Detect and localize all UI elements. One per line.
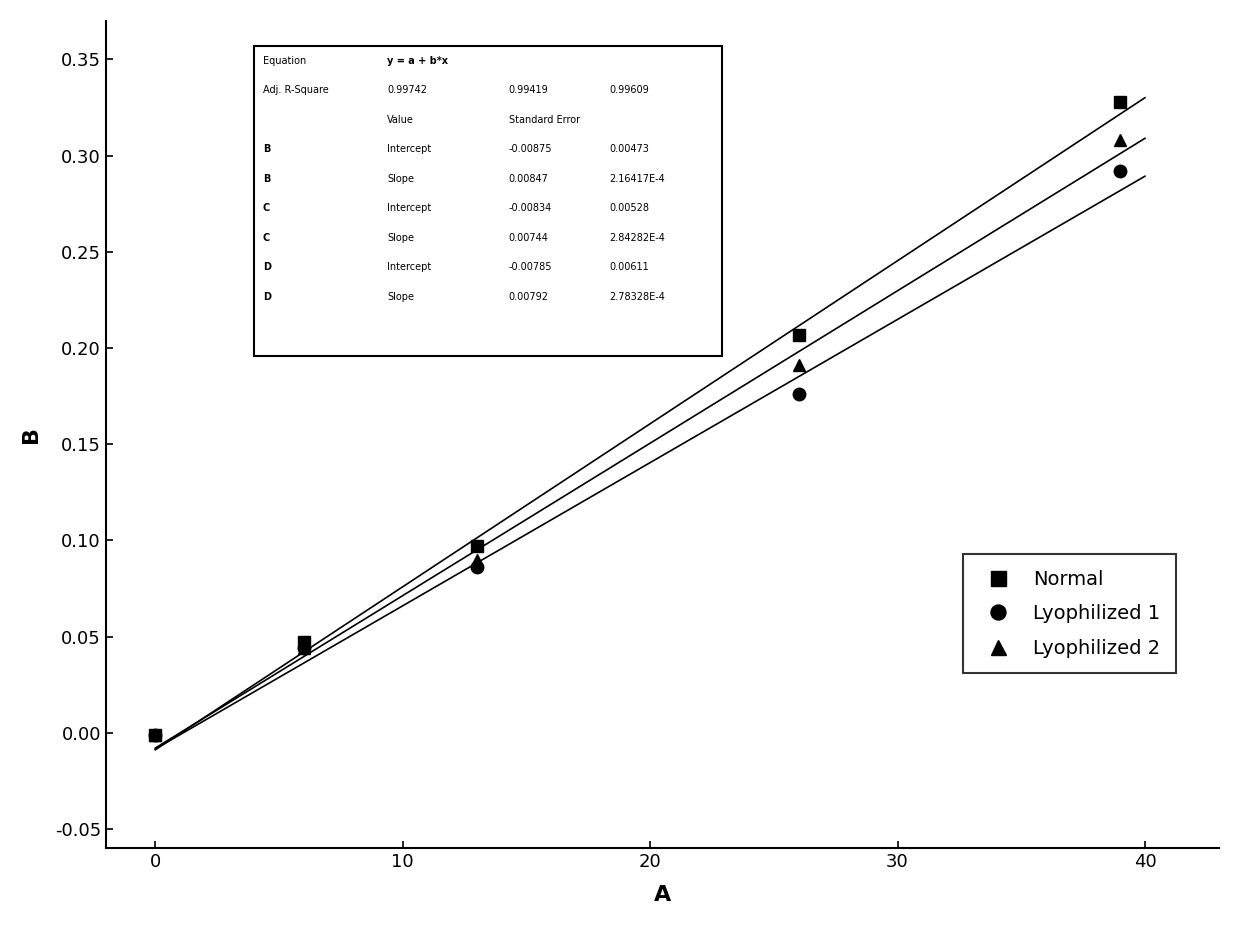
Lyophilized 2	[296, 643, 311, 654]
Text: 0.99742: 0.99742	[387, 85, 427, 95]
Text: 0.00611: 0.00611	[609, 262, 649, 272]
Text: 0.99609: 0.99609	[609, 85, 649, 95]
Lyophilized 2	[470, 554, 485, 565]
X-axis label: A: A	[653, 885, 671, 906]
Lyophilized 1	[148, 730, 162, 741]
Text: C: C	[263, 204, 270, 213]
Line: Normal: Normal	[149, 95, 1126, 741]
Normal	[791, 329, 806, 340]
Text: Standard Error: Standard Error	[508, 115, 580, 125]
Text: -0.00875: -0.00875	[508, 144, 552, 155]
Text: 2.16417E-4: 2.16417E-4	[609, 174, 665, 184]
Lyophilized 1	[470, 562, 485, 573]
Lyophilized 2	[148, 730, 162, 741]
Text: Adj. R-Square: Adj. R-Square	[263, 85, 329, 95]
Text: 0.99419: 0.99419	[508, 85, 548, 95]
Text: 0.00847: 0.00847	[508, 174, 548, 184]
Text: 0.00528: 0.00528	[609, 204, 650, 213]
Lyophilized 1	[791, 389, 806, 400]
Text: 0.00744: 0.00744	[508, 233, 548, 243]
Lyophilized 1	[1112, 166, 1127, 177]
Text: C: C	[263, 233, 270, 243]
Text: D: D	[263, 292, 270, 302]
Text: D: D	[263, 262, 270, 272]
Normal	[296, 637, 311, 648]
Text: Slope: Slope	[387, 292, 414, 302]
Text: Slope: Slope	[387, 174, 414, 184]
Line: Lyophilized 2: Lyophilized 2	[149, 134, 1126, 741]
Text: 2.84282E-4: 2.84282E-4	[609, 233, 665, 243]
Normal	[148, 730, 162, 741]
Text: Equation: Equation	[263, 56, 306, 66]
Lyophilized 2	[791, 360, 806, 371]
FancyBboxPatch shape	[254, 45, 722, 356]
Text: Value: Value	[387, 115, 414, 125]
Text: 2.78328E-4: 2.78328E-4	[609, 292, 665, 302]
Normal	[1112, 96, 1127, 107]
Y-axis label: B: B	[21, 426, 41, 444]
Normal	[470, 541, 485, 552]
Text: -0.00834: -0.00834	[508, 204, 552, 213]
Text: 0.00473: 0.00473	[609, 144, 650, 155]
Text: y = a + b*x: y = a + b*x	[387, 56, 448, 66]
Lyophilized 2	[1112, 134, 1127, 145]
Text: -0.00785: -0.00785	[508, 262, 552, 272]
Text: 0.00792: 0.00792	[508, 292, 549, 302]
Text: Intercept: Intercept	[387, 204, 432, 213]
Line: Lyophilized 1: Lyophilized 1	[149, 165, 1126, 741]
Text: B: B	[263, 174, 270, 184]
Legend: Normal, Lyophilized 1, Lyophilized 2: Normal, Lyophilized 1, Lyophilized 2	[963, 554, 1176, 673]
Lyophilized 1	[296, 643, 311, 654]
Text: Intercept: Intercept	[387, 144, 432, 155]
Text: B: B	[263, 144, 270, 155]
Text: Slope: Slope	[387, 233, 414, 243]
Text: Intercept: Intercept	[387, 262, 432, 272]
